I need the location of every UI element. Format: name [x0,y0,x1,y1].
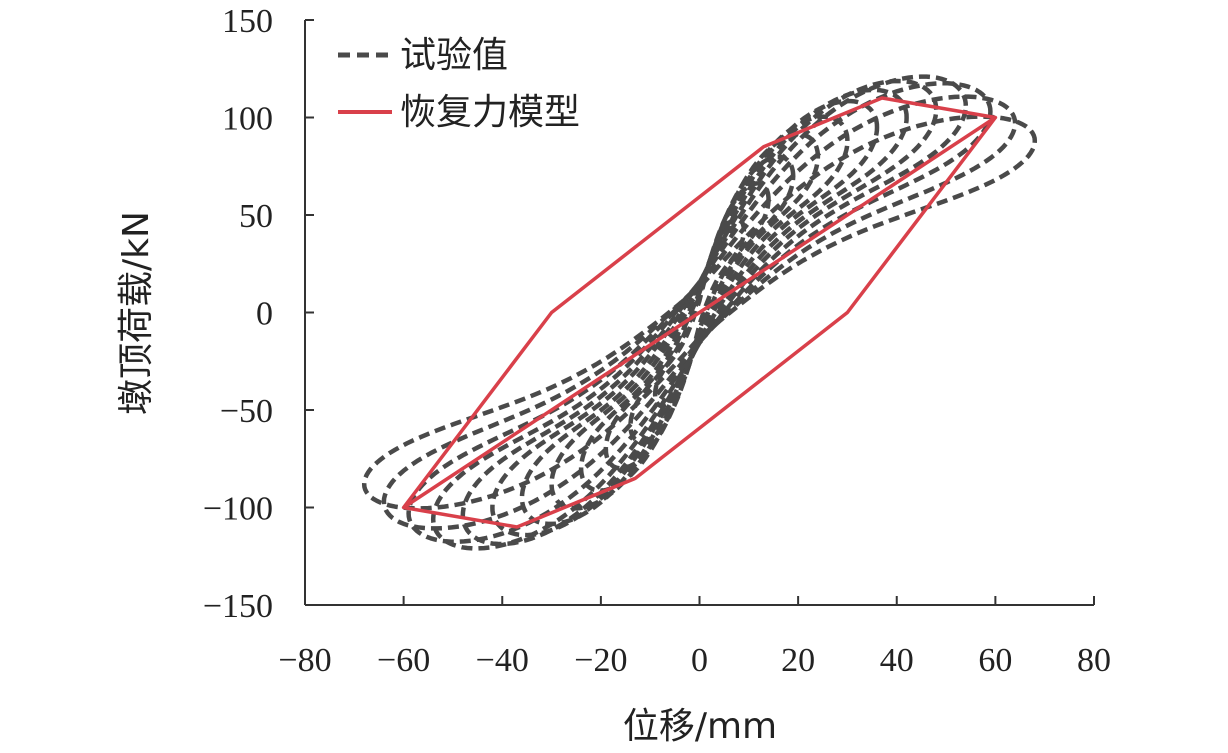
y-tick-label: −50 [220,393,273,430]
x-axis-title: 位移/mm [623,706,777,747]
legend-label-test: 试验值 [400,35,508,76]
test-loop [519,98,880,527]
y-tick-label: 100 [222,101,273,138]
legend: 试验值 恢复力模型 [338,35,580,133]
x-tick-label: 40 [880,642,914,679]
x-tick-label: 20 [781,642,815,679]
test-loop [460,78,939,547]
x-tick-label: −60 [377,642,430,679]
test-loop [578,132,821,493]
test-loop [430,74,969,551]
x-tick-label: 60 [978,642,1012,679]
x-tick-label: 80 [1077,642,1111,679]
y-tick-label: 150 [222,3,273,40]
y-tick-label: −100 [203,491,273,528]
x-tick-label: −40 [476,642,529,679]
y-ticks: −150 −100 −50 0 50 100 150 [203,3,314,625]
test-loop [490,87,909,538]
model-curve [401,96,998,529]
y-tick-label: −150 [203,588,273,625]
x-tick-label: −20 [574,642,627,679]
test-curves [361,74,1038,551]
x-tick-label: 0 [691,642,708,679]
model-curve-line [401,96,998,529]
legend-label-model: 恢复力模型 [400,92,580,133]
y-tick-label: 50 [239,198,273,235]
x-ticks: −80 −60 −40 −20 0 20 40 60 80 [278,596,1111,679]
y-axis-title: 墩顶荷载/kN [116,211,157,415]
y-tick-label: 0 [256,296,273,333]
x-tick-label: −80 [278,642,331,679]
test-loop [361,114,1038,511]
test-loop [381,94,1018,531]
